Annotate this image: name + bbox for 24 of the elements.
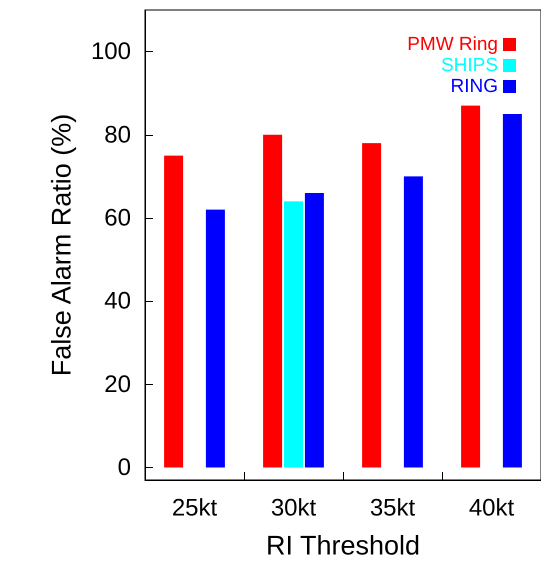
bar <box>362 143 382 468</box>
bar <box>263 134 282 468</box>
bar <box>304 193 324 468</box>
y-tick-label: 40 <box>104 288 131 315</box>
y-tick-label: 20 <box>104 370 131 398</box>
y-tick-label: 100 <box>90 38 131 66</box>
y-axis-title: False Alarm Ratio (%) <box>46 114 76 376</box>
bar <box>502 114 522 468</box>
x-tick-label: 35kt <box>370 494 416 522</box>
bar <box>284 201 303 468</box>
legend-label: RING <box>450 76 498 97</box>
x-tick-label: 25kt <box>172 494 218 522</box>
bar <box>164 156 184 468</box>
x-tick-label: 40kt <box>468 494 515 522</box>
x-axis-title: RI Threshold <box>266 530 420 560</box>
bar <box>206 210 225 468</box>
bar <box>404 176 423 468</box>
bar <box>461 106 480 468</box>
x-tick-label: 30kt <box>270 494 317 522</box>
y-tick-label: 80 <box>104 121 131 148</box>
y-tick-label: 60 <box>104 204 131 232</box>
legend-label: SHIPS <box>440 55 498 76</box>
legend-label: PMW Ring <box>407 34 498 55</box>
y-tick-label: 0 <box>118 454 131 482</box>
